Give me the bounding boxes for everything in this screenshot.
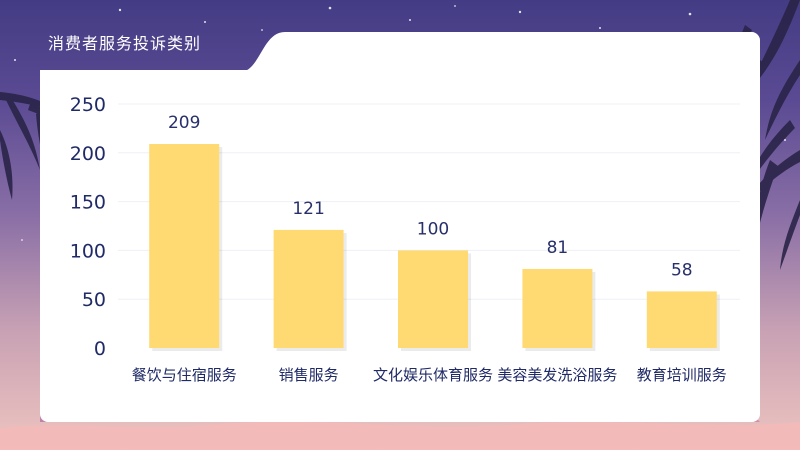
y-tick-label: 200: [70, 143, 106, 165]
bars: [149, 144, 720, 351]
bar: [273, 229, 344, 348]
bar: [646, 291, 717, 348]
data-label: 100: [417, 219, 449, 239]
data-label: 58: [671, 260, 693, 280]
bar: [149, 144, 220, 348]
data-label: 81: [547, 238, 569, 258]
value-labels: 209 121 100 81 58: [168, 113, 693, 280]
data-label: 121: [292, 199, 324, 219]
data-label: 209: [168, 113, 200, 133]
y-tick-label: 250: [70, 94, 106, 116]
y-axis-ticks: 0 50 100 150 200 250: [70, 94, 106, 360]
y-tick-label: 150: [70, 192, 106, 214]
bar: [522, 268, 593, 348]
stars: [14, 5, 786, 241]
x-tick-label: 教育培训服务: [637, 366, 727, 384]
card-tab: [40, 32, 760, 72]
y-tick-label: 50: [82, 289, 106, 311]
x-tick-label: 销售服务: [279, 366, 339, 384]
x-tick-label: 美容美发洗浴服务: [497, 366, 617, 384]
bar: [398, 250, 468, 348]
x-axis-labels: 餐饮与住宿服务 销售服务 文化娱乐体育服务 美容美发洗浴服务 教育培训服务: [132, 366, 727, 384]
chart-title: 消费者服务投诉类别: [48, 34, 202, 53]
y-tick-label: 100: [70, 240, 106, 262]
x-tick-label: 文化娱乐体育服务: [373, 366, 493, 384]
x-tick-label: 餐饮与住宿服务: [132, 366, 237, 384]
y-tick-label: 0: [94, 338, 106, 360]
